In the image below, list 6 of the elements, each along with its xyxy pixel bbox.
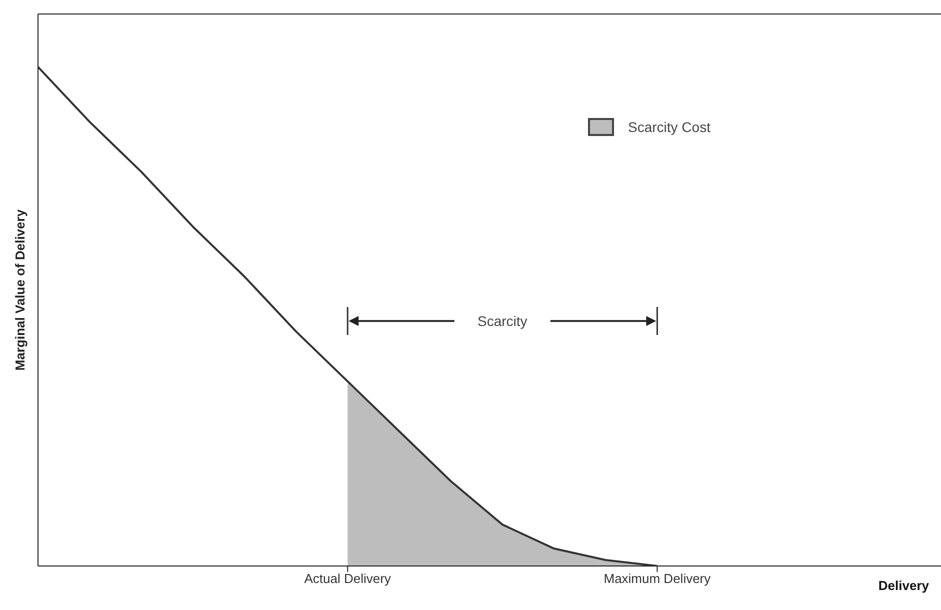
annotation: Scarcity xyxy=(478,313,528,329)
x-axis-title: Delivery xyxy=(878,578,930,593)
x-tick-label: Maximum Delivery xyxy=(604,571,712,586)
x-tick-label: Actual Delivery xyxy=(304,571,392,586)
y-axis-title: Marginal Value of Delivery xyxy=(12,208,28,371)
legend-label: Scarcity Cost xyxy=(628,119,710,135)
